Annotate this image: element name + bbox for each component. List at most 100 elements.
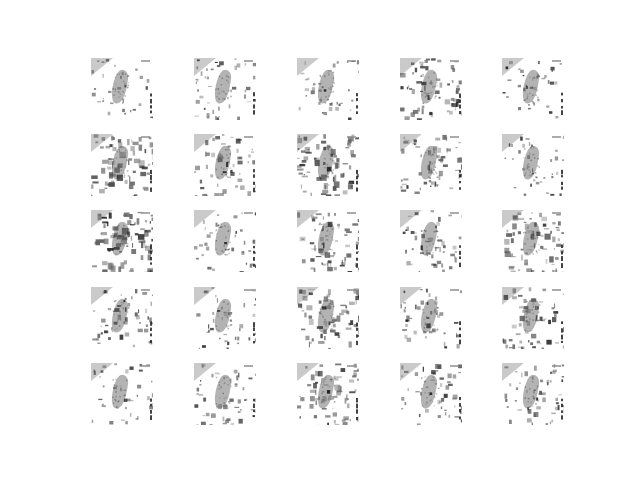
corner-landmass-shape	[91, 58, 113, 76]
edge-bar-segment	[150, 169, 152, 175]
noise-blob	[127, 231, 131, 237]
noise-blob	[194, 195, 198, 196]
noise-blob	[563, 327, 564, 333]
noise-blob	[297, 165, 302, 168]
noise-blob	[514, 400, 517, 402]
noise-blob	[553, 81, 558, 85]
noise-blob	[219, 193, 224, 196]
edge-bar-segment	[356, 111, 358, 114]
noise-blob	[523, 193, 527, 196]
corner-marker	[347, 365, 356, 367]
noise-blob	[336, 101, 338, 105]
texture-fleck	[422, 309, 424, 311]
texture-fleck	[322, 316, 324, 318]
noise-blob	[101, 403, 104, 406]
edge-bar-segment	[253, 174, 255, 178]
noise-blob	[357, 368, 359, 372]
noise-blob	[504, 366, 509, 369]
noise-blob	[95, 141, 99, 144]
noise-blob	[525, 320, 528, 323]
noise-blob	[223, 333, 227, 336]
edge-bar-segment	[253, 398, 255, 402]
image-tile	[502, 58, 564, 120]
noise-blob	[311, 218, 316, 222]
texture-fleck	[424, 253, 427, 256]
noise-blob	[544, 75, 547, 79]
texture-fleck	[322, 223, 325, 226]
noise-blob	[418, 172, 422, 176]
noise-blob	[518, 150, 521, 154]
noise-blob	[123, 260, 127, 265]
corner-landmass-shape	[194, 287, 216, 305]
edge-bar-segment	[459, 187, 461, 190]
noise-blob	[504, 238, 510, 245]
noise-blob	[211, 287, 214, 289]
texture-fleck	[226, 79, 228, 81]
noise-blob	[124, 84, 127, 88]
noise-blob	[138, 160, 145, 167]
texture-fleck	[319, 74, 321, 77]
noise-blob	[427, 150, 432, 156]
noise-blob	[230, 422, 235, 425]
texture-fleck	[325, 376, 327, 379]
noise-blob	[130, 110, 132, 113]
noise-blob	[527, 230, 534, 234]
texture-fleck	[329, 230, 331, 233]
noise-blob	[124, 298, 127, 300]
noise-blob	[546, 379, 549, 384]
noise-blob	[233, 215, 238, 219]
noise-blob	[333, 155, 338, 158]
noise-blob	[132, 243, 134, 248]
texture-fleck	[526, 252, 529, 255]
corner-marker	[347, 60, 356, 62]
noise-blob	[99, 239, 105, 243]
texture-fleck	[328, 304, 330, 307]
noise-blob	[562, 345, 564, 349]
noise-blob	[403, 178, 409, 181]
noise-blob	[503, 294, 509, 300]
noise-blob	[434, 247, 440, 249]
noise-blob	[141, 241, 143, 249]
noise-blob	[450, 103, 454, 106]
image-tile	[194, 58, 256, 120]
noise-blob	[542, 248, 547, 250]
noise-blob	[532, 172, 534, 175]
texture-fleck	[434, 97, 436, 100]
noise-blob	[454, 405, 456, 408]
texture-fleck	[223, 245, 225, 247]
noise-blob	[333, 252, 336, 255]
edge-bar-segment	[459, 321, 461, 326]
texture-fleck	[529, 318, 531, 320]
noise-blob	[406, 320, 410, 322]
noise-blob	[429, 392, 433, 395]
texture-fleck	[531, 381, 534, 383]
noise-blob	[444, 412, 447, 416]
noise-blob	[333, 266, 337, 271]
texture-fleck	[112, 161, 114, 163]
island-shape	[214, 374, 232, 409]
noise-blob	[150, 116, 153, 118]
texture-fleck	[538, 166, 540, 168]
noise-blob	[334, 377, 339, 381]
edge-bar-segment	[150, 403, 152, 407]
noise-blob	[151, 393, 153, 398]
noise-blob	[356, 60, 359, 65]
texture-fleck	[332, 77, 335, 79]
texture-fleck	[326, 226, 328, 228]
texture-fleck	[112, 402, 115, 404]
texture-fleck	[220, 386, 222, 388]
texture-fleck	[532, 154, 534, 156]
noise-blob	[437, 399, 440, 405]
noise-blob	[517, 231, 521, 235]
texture-fleck	[436, 155, 439, 158]
noise-blob	[252, 239, 256, 244]
image-tile	[297, 58, 359, 120]
noise-blob	[309, 242, 315, 245]
noise-blob	[108, 158, 111, 160]
texture-fleck	[122, 91, 124, 93]
noise-blob	[426, 317, 430, 319]
texture-fleck	[525, 252, 528, 254]
noise-blob	[448, 414, 451, 418]
noise-blob	[524, 371, 528, 377]
texture-fleck	[332, 305, 335, 308]
